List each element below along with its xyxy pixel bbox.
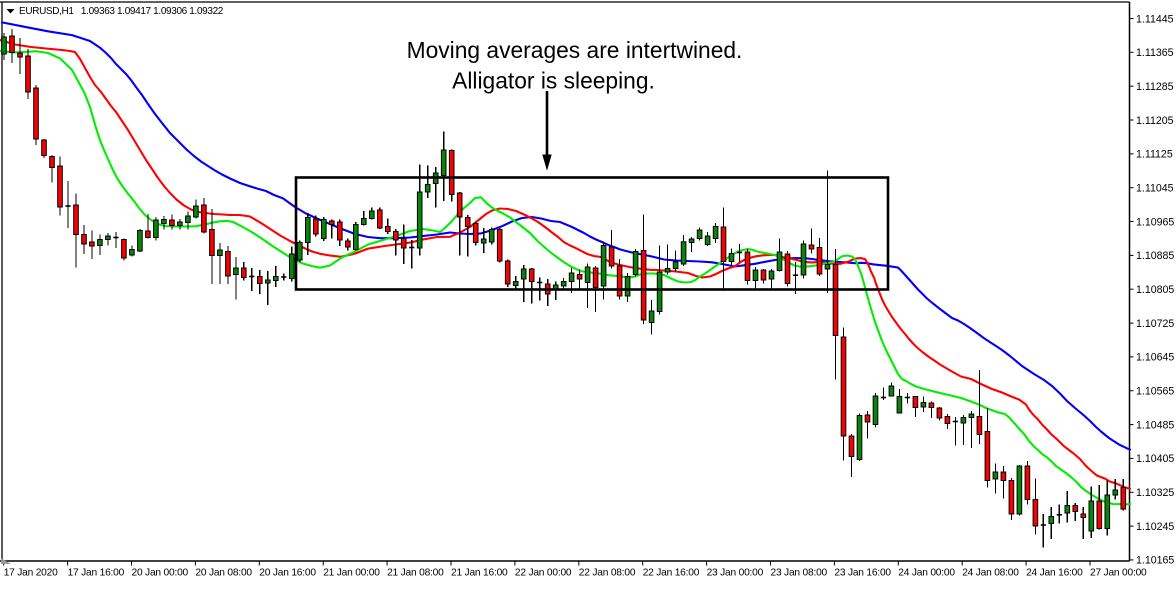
svg-text:1.10245: 1.10245 — [1136, 521, 1174, 533]
svg-text:Alligator is sleeping.: Alligator is sleeping. — [452, 68, 655, 94]
svg-text:1.10165: 1.10165 — [1136, 555, 1174, 567]
svg-text:22 Jan 00:00: 22 Jan 00:00 — [515, 568, 572, 579]
svg-text:24 Jan 16:00: 24 Jan 16:00 — [1026, 568, 1083, 579]
svg-text:24 Jan 00:00: 24 Jan 00:00 — [898, 568, 955, 579]
svg-text:1.10805: 1.10805 — [1136, 284, 1174, 296]
svg-text:1.11365: 1.11365 — [1136, 47, 1174, 59]
svg-text:1.10565: 1.10565 — [1136, 386, 1174, 398]
svg-text:1.10725: 1.10725 — [1136, 318, 1174, 330]
svg-text:20 Jan 16:00: 20 Jan 16:00 — [259, 568, 316, 579]
svg-text:20 Jan 00:00: 20 Jan 00:00 — [132, 568, 189, 579]
svg-text:1.10325: 1.10325 — [1136, 487, 1174, 499]
svg-text:1.11205: 1.11205 — [1136, 115, 1174, 127]
svg-text:22 Jan 08:00: 22 Jan 08:00 — [579, 568, 636, 579]
svg-text:23 Jan 08:00: 23 Jan 08:00 — [771, 568, 828, 579]
svg-text:23 Jan 16:00: 23 Jan 16:00 — [834, 568, 891, 579]
svg-text:23 Jan 00:00: 23 Jan 00:00 — [707, 568, 764, 579]
svg-text:1.10485: 1.10485 — [1136, 419, 1174, 431]
svg-text:1.10405: 1.10405 — [1136, 453, 1174, 465]
svg-text:1.11125: 1.11125 — [1136, 149, 1173, 161]
svg-text:1.11285: 1.11285 — [1136, 81, 1174, 93]
svg-text:24 Jan 08:00: 24 Jan 08:00 — [962, 568, 1019, 579]
svg-text:21 Jan 16:00: 21 Jan 16:00 — [451, 568, 508, 579]
svg-text:1.11445: 1.11445 — [1136, 13, 1174, 25]
svg-text:17 Jan 16:00: 17 Jan 16:00 — [68, 568, 125, 579]
svg-text:1.11045: 1.11045 — [1136, 183, 1174, 195]
svg-text:27 Jan 00:00: 27 Jan 00:00 — [1090, 568, 1147, 579]
svg-text:1.10965: 1.10965 — [1136, 216, 1174, 228]
svg-text:20 Jan 08:00: 20 Jan 08:00 — [195, 568, 252, 579]
svg-text:EURUSD,H1 1.09363 1.09417 1.: EURUSD,H1 1.09363 1.09417 1.09306 1.0932… — [19, 6, 224, 17]
svg-text:21 Jan 08:00: 21 Jan 08:00 — [387, 568, 444, 579]
svg-text:17 Jan 2020: 17 Jan 2020 — [4, 568, 58, 579]
svg-text:1.10645: 1.10645 — [1136, 352, 1174, 364]
svg-text:Moving averages are intertwine: Moving averages are intertwined. — [407, 37, 743, 63]
svg-text:1.10885: 1.10885 — [1136, 250, 1174, 262]
svg-text:21 Jan 00:00: 21 Jan 00:00 — [323, 568, 380, 579]
svg-text:22 Jan 16:00: 22 Jan 16:00 — [643, 568, 700, 579]
